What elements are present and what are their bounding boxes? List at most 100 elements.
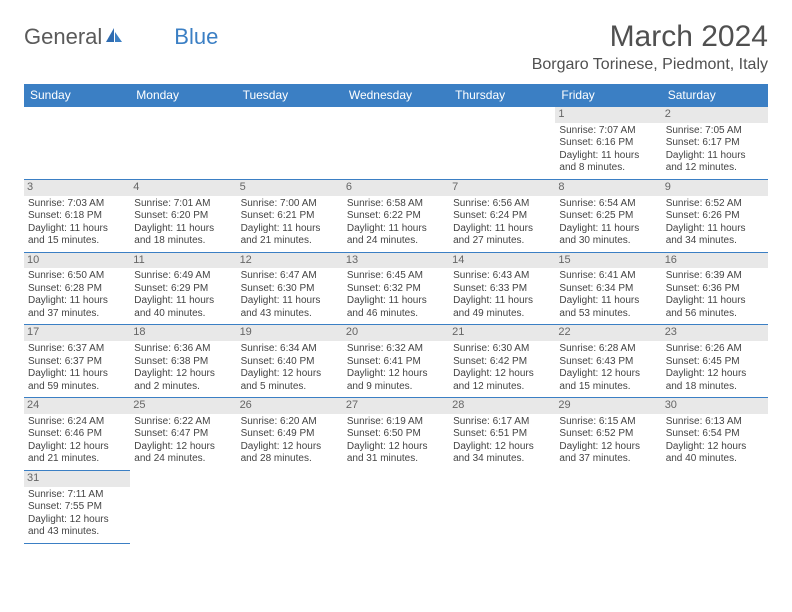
calendar-cell <box>130 470 236 543</box>
daylight-text: Daylight: 11 hours and 24 minutes. <box>347 223 445 248</box>
calendar-cell: 30Sunrise: 6:13 AMSunset: 6:54 PMDayligh… <box>662 398 768 471</box>
sunrise-text: Sunrise: 7:05 AM <box>666 125 764 138</box>
calendar-cell <box>449 470 555 543</box>
sunrise-text: Sunrise: 6:17 AM <box>453 416 551 429</box>
sunset-text: Sunset: 7:55 PM <box>28 501 126 514</box>
calendar-cell <box>662 470 768 543</box>
day-number: 11 <box>130 253 236 269</box>
sunrise-text: Sunrise: 6:20 AM <box>241 416 339 429</box>
sunrise-text: Sunrise: 6:26 AM <box>666 343 764 356</box>
daylight-text: Daylight: 12 hours and 12 minutes. <box>453 368 551 393</box>
sunset-text: Sunset: 6:34 PM <box>559 283 657 296</box>
logo: GeneralBlue <box>24 24 218 50</box>
day-number: 18 <box>130 325 236 341</box>
day-number: 25 <box>130 398 236 414</box>
day-number: 10 <box>24 253 130 269</box>
calendar-cell: 24Sunrise: 6:24 AMSunset: 6:46 PMDayligh… <box>24 398 130 471</box>
weekday-header: Wednesday <box>343 84 449 107</box>
calendar-cell: 27Sunrise: 6:19 AMSunset: 6:50 PMDayligh… <box>343 398 449 471</box>
day-number: 1 <box>555 107 661 123</box>
sunrise-text: Sunrise: 7:03 AM <box>28 198 126 211</box>
calendar-cell: 15Sunrise: 6:41 AMSunset: 6:34 PMDayligh… <box>555 252 661 325</box>
calendar-cell: 2Sunrise: 7:05 AMSunset: 6:17 PMDaylight… <box>662 107 768 180</box>
daylight-text: Daylight: 11 hours and 56 minutes. <box>666 295 764 320</box>
day-number: 21 <box>449 325 555 341</box>
calendar-cell <box>343 470 449 543</box>
calendar-row: 1Sunrise: 7:07 AMSunset: 6:16 PMDaylight… <box>24 107 768 180</box>
daylight-text: Daylight: 11 hours and 37 minutes. <box>28 295 126 320</box>
sunrise-text: Sunrise: 6:24 AM <box>28 416 126 429</box>
day-number: 13 <box>343 253 449 269</box>
sunset-text: Sunset: 6:54 PM <box>666 428 764 441</box>
day-number: 29 <box>555 398 661 414</box>
calendar-cell: 23Sunrise: 6:26 AMSunset: 6:45 PMDayligh… <box>662 325 768 398</box>
daylight-text: Daylight: 11 hours and 12 minutes. <box>666 150 764 175</box>
sunrise-text: Sunrise: 6:30 AM <box>453 343 551 356</box>
calendar-cell: 22Sunrise: 6:28 AMSunset: 6:43 PMDayligh… <box>555 325 661 398</box>
daylight-text: Daylight: 11 hours and 49 minutes. <box>453 295 551 320</box>
sunrise-text: Sunrise: 6:19 AM <box>347 416 445 429</box>
logo-blue-text: Blue <box>174 24 218 50</box>
day-number: 19 <box>237 325 343 341</box>
sunset-text: Sunset: 6:22 PM <box>347 210 445 223</box>
sunrise-text: Sunrise: 6:52 AM <box>666 198 764 211</box>
calendar-cell: 9Sunrise: 6:52 AMSunset: 6:26 PMDaylight… <box>662 179 768 252</box>
calendar-cell: 5Sunrise: 7:00 AMSunset: 6:21 PMDaylight… <box>237 179 343 252</box>
daylight-text: Daylight: 11 hours and 53 minutes. <box>559 295 657 320</box>
calendar-cell <box>555 470 661 543</box>
weekday-header: Tuesday <box>237 84 343 107</box>
calendar-cell <box>237 107 343 180</box>
daylight-text: Daylight: 12 hours and 15 minutes. <box>559 368 657 393</box>
sunrise-text: Sunrise: 6:50 AM <box>28 270 126 283</box>
sunset-text: Sunset: 6:49 PM <box>241 428 339 441</box>
calendar-cell: 8Sunrise: 6:54 AMSunset: 6:25 PMDaylight… <box>555 179 661 252</box>
sunset-text: Sunset: 6:21 PM <box>241 210 339 223</box>
calendar-cell: 29Sunrise: 6:15 AMSunset: 6:52 PMDayligh… <box>555 398 661 471</box>
weekday-row: Sunday Monday Tuesday Wednesday Thursday… <box>24 84 768 107</box>
title-block: March 2024 Borgaro Torinese, Piedmont, I… <box>532 20 768 74</box>
sunrise-text: Sunrise: 6:13 AM <box>666 416 764 429</box>
day-number: 26 <box>237 398 343 414</box>
weekday-header: Monday <box>130 84 236 107</box>
daylight-text: Daylight: 11 hours and 59 minutes. <box>28 368 126 393</box>
sunset-text: Sunset: 6:25 PM <box>559 210 657 223</box>
calendar-cell: 13Sunrise: 6:45 AMSunset: 6:32 PMDayligh… <box>343 252 449 325</box>
sunset-text: Sunset: 6:26 PM <box>666 210 764 223</box>
calendar-cell: 28Sunrise: 6:17 AMSunset: 6:51 PMDayligh… <box>449 398 555 471</box>
sunset-text: Sunset: 6:50 PM <box>347 428 445 441</box>
calendar-row: 31Sunrise: 7:11 AMSunset: 7:55 PMDayligh… <box>24 470 768 543</box>
sunset-text: Sunset: 6:24 PM <box>453 210 551 223</box>
daylight-text: Daylight: 12 hours and 24 minutes. <box>134 441 232 466</box>
sunset-text: Sunset: 6:52 PM <box>559 428 657 441</box>
daylight-text: Daylight: 11 hours and 34 minutes. <box>666 223 764 248</box>
calendar-cell: 11Sunrise: 6:49 AMSunset: 6:29 PMDayligh… <box>130 252 236 325</box>
day-number: 22 <box>555 325 661 341</box>
sunset-text: Sunset: 6:45 PM <box>666 356 764 369</box>
sunset-text: Sunset: 6:43 PM <box>559 356 657 369</box>
sunset-text: Sunset: 6:37 PM <box>28 356 126 369</box>
sunrise-text: Sunrise: 6:58 AM <box>347 198 445 211</box>
calendar-cell: 18Sunrise: 6:36 AMSunset: 6:38 PMDayligh… <box>130 325 236 398</box>
calendar-cell <box>237 470 343 543</box>
sunrise-text: Sunrise: 6:39 AM <box>666 270 764 283</box>
calendar-cell: 25Sunrise: 6:22 AMSunset: 6:47 PMDayligh… <box>130 398 236 471</box>
weekday-header: Sunday <box>24 84 130 107</box>
day-number: 3 <box>24 180 130 196</box>
daylight-text: Daylight: 11 hours and 30 minutes. <box>559 223 657 248</box>
day-number: 30 <box>662 398 768 414</box>
daylight-text: Daylight: 12 hours and 21 minutes. <box>28 441 126 466</box>
calendar-table: Sunday Monday Tuesday Wednesday Thursday… <box>24 84 768 544</box>
calendar-cell: 14Sunrise: 6:43 AMSunset: 6:33 PMDayligh… <box>449 252 555 325</box>
sunrise-text: Sunrise: 6:49 AM <box>134 270 232 283</box>
daylight-text: Daylight: 12 hours and 31 minutes. <box>347 441 445 466</box>
calendar-cell: 20Sunrise: 6:32 AMSunset: 6:41 PMDayligh… <box>343 325 449 398</box>
sunrise-text: Sunrise: 6:36 AM <box>134 343 232 356</box>
sunset-text: Sunset: 6:47 PM <box>134 428 232 441</box>
weekday-header: Saturday <box>662 84 768 107</box>
daylight-text: Daylight: 11 hours and 8 minutes. <box>559 150 657 175</box>
calendar-cell: 6Sunrise: 6:58 AMSunset: 6:22 PMDaylight… <box>343 179 449 252</box>
daylight-text: Daylight: 12 hours and 18 minutes. <box>666 368 764 393</box>
sunrise-text: Sunrise: 7:00 AM <box>241 198 339 211</box>
calendar-row: 17Sunrise: 6:37 AMSunset: 6:37 PMDayligh… <box>24 325 768 398</box>
sunrise-text: Sunrise: 7:11 AM <box>28 489 126 502</box>
